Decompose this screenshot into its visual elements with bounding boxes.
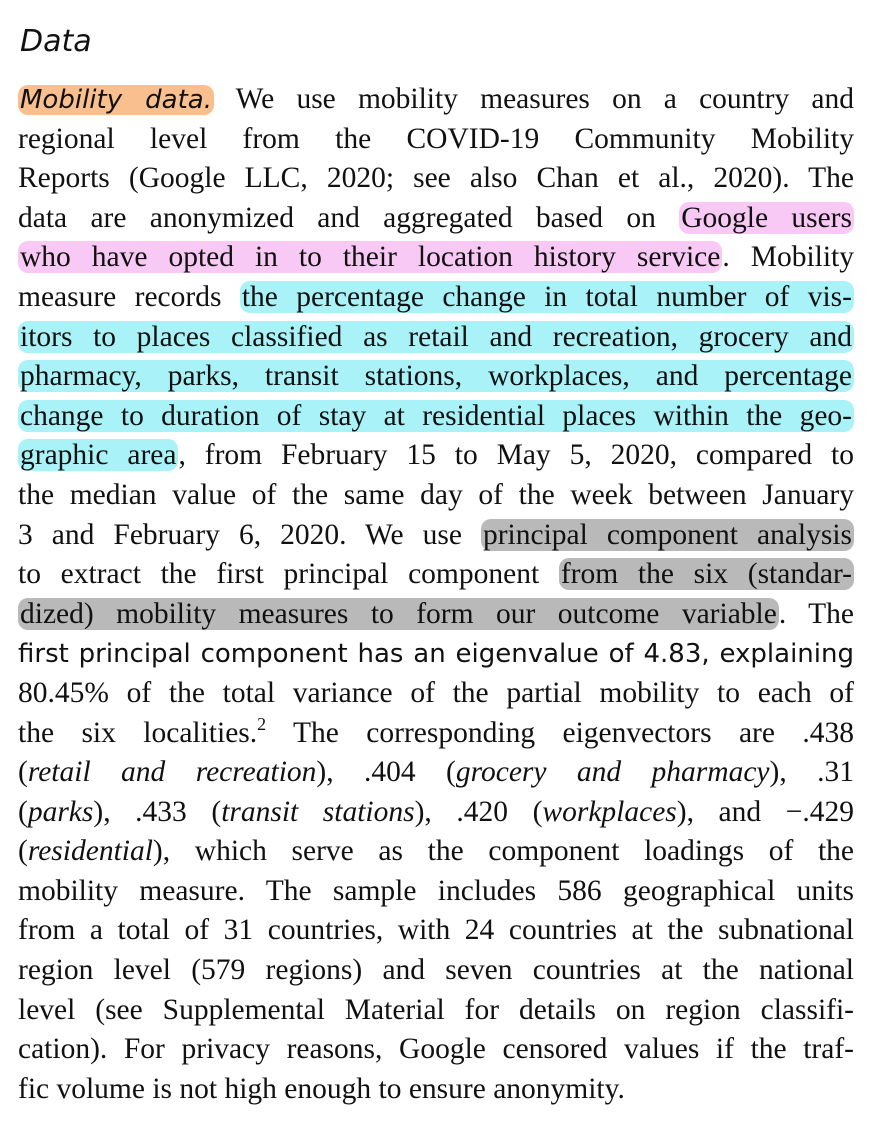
text-line: 80.45% of the total variance of the part… <box>18 674 854 714</box>
text-run: ), .404 ( <box>316 756 456 789</box>
text-run: to extract the first principal component <box>18 558 559 591</box>
text-line: (retail and recreation), .404 (grocery a… <box>18 753 854 793</box>
text-line: graphic area, from February 15 to May 5,… <box>18 436 854 476</box>
text-run: region level (579 regions) and seven cou… <box>18 954 854 987</box>
text-line: the median value of the same day of the … <box>18 476 854 516</box>
text-run: regional level from the COVID-19 Communi… <box>18 122 854 155</box>
text-run: Reports (Google LLC, 2020; see also Chan… <box>18 162 854 195</box>
text-run: ), .31 <box>769 756 854 789</box>
text-run: the median value of the same day of the … <box>18 478 854 511</box>
text-line: regional level from the COVID-19 Communi… <box>18 120 854 160</box>
text-run: We use mobility measures on a country an… <box>214 83 854 115</box>
italic-text: transit stations <box>221 795 415 828</box>
text-run: ), and −.429 <box>676 795 854 828</box>
text-run: ), .420 ( <box>414 795 543 828</box>
text-run: ), .433 ( <box>93 795 222 828</box>
text-run: ( <box>18 795 28 828</box>
highlight-gray: principal component analysis <box>480 518 855 551</box>
highlight-cyan: the percentage change in total number of… <box>239 280 854 313</box>
text-line: to extract the first principal component… <box>18 555 854 595</box>
highlight-cyan: graphic area <box>18 439 179 472</box>
text-line: dized) mobility measures to form our out… <box>18 595 854 635</box>
text-run: 3 and February 6, 2020. We use <box>18 518 481 551</box>
text-line: region level (579 regions) and seven cou… <box>18 951 854 991</box>
text-run: ( <box>18 835 28 868</box>
text-line: itors to places classified as retail and… <box>18 318 854 358</box>
text-line: Mobility data. We use mobility measures … <box>18 80 854 120</box>
highlight-gray: from the six (standar- <box>558 558 854 591</box>
text-run: data are anonymized and aggregated based… <box>18 201 680 234</box>
text-run: mobility measure. The sample includes 58… <box>18 874 854 907</box>
text-run: measure records <box>18 280 240 313</box>
highlight-cyan: itors to places classified as retail and… <box>18 320 854 353</box>
text-run: . The <box>778 597 854 630</box>
text-run: from a total of 31 countries, with 24 co… <box>18 914 854 947</box>
text-line: 3 and February 6, 2020. We use principal… <box>18 516 855 556</box>
text-line: cation). For privacy reasons, Google cen… <box>18 1030 854 1070</box>
text-line: (parks), .433 (transit stations), .420 (… <box>18 793 854 833</box>
italic-text: retail and recreation <box>27 756 317 789</box>
text-run: 80.45% of the total variance of the part… <box>18 676 854 709</box>
italic-text: parks <box>27 795 94 828</box>
text-run: . Mobility <box>722 241 855 274</box>
text-line: fic volume is not high enough to ensure … <box>18 1070 854 1110</box>
text-line: pharmacy, parks, transit stations, workp… <box>18 357 854 397</box>
highlight-orange: Mobility data. <box>18 85 215 115</box>
text-line: measure records the percentage change in… <box>18 278 854 318</box>
text-run: , from February 15 to May 5, 2020, compa… <box>178 439 855 472</box>
highlight-cyan: pharmacy, parks, transit stations, workp… <box>18 360 854 393</box>
text-run: ( <box>18 756 28 789</box>
text-line: change to duration of stay at residentia… <box>18 397 854 437</box>
text-line: (residential), which serve as the compon… <box>18 832 854 872</box>
text-line: first principal component has an eigenva… <box>18 634 854 674</box>
highlight-cyan: change to duration of stay at residentia… <box>18 399 854 432</box>
text-run: level (see Supplemental Material for det… <box>18 993 854 1026</box>
text-run: ), which serve as the component loadings… <box>152 835 854 868</box>
text-line: level (see Supplemental Material for det… <box>18 991 854 1031</box>
body-paragraph: Mobility data. We use mobility measures … <box>18 80 855 1110</box>
text-run: first principal component has an eigenva… <box>18 639 854 670</box>
text-run: fic volume is not high enough to ensure … <box>18 1072 625 1105</box>
text-line: who have opted in to their location hist… <box>18 238 854 278</box>
section-heading: Data <box>20 24 92 59</box>
italic-text: residential <box>27 835 153 868</box>
text-line: mobility measure. The sample includes 58… <box>18 872 854 912</box>
text-line: from a total of 31 countries, with 24 co… <box>18 911 854 951</box>
text-run: The corresponding eigenvectors are .438 <box>266 716 854 749</box>
footnote-marker: 2 <box>257 713 267 734</box>
highlight-gray: dized) mobility measures to form our out… <box>18 597 779 630</box>
text-line: the six localities.2 The corresponding e… <box>18 714 854 754</box>
highlight-pink: who have opted in to their location hist… <box>18 241 723 274</box>
text-run: the six localities. <box>18 716 258 749</box>
document-page: Data Mobility data. We use mobility meas… <box>18 22 855 1110</box>
highlight-pink: Google users <box>679 201 854 234</box>
text-run: cation). For privacy reasons, Google cen… <box>18 1033 854 1066</box>
italic-text: workplaces <box>542 795 677 828</box>
text-line: data are anonymized and aggregated based… <box>18 199 854 239</box>
italic-text: grocery and pharmacy <box>455 756 770 789</box>
text-line: Reports (Google LLC, 2020; see also Chan… <box>18 159 854 199</box>
